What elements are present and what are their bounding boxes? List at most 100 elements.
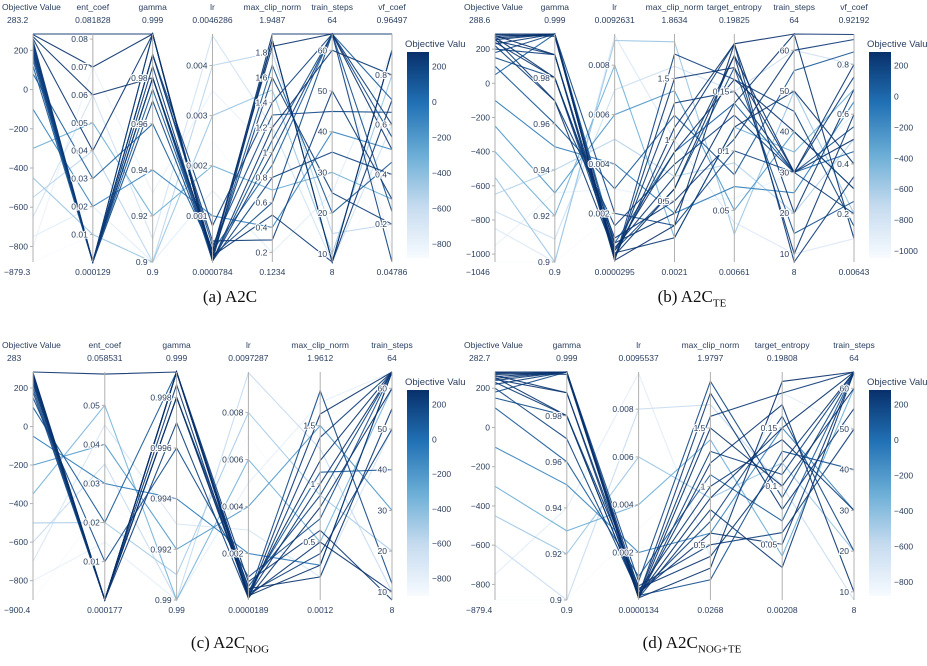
colorbar-tick-label: 0	[432, 97, 437, 107]
axis-tick-label: 0.98	[545, 411, 562, 421]
axis-label: gamma	[162, 340, 191, 350]
axis: lr 0.0097287 0.0000189 0.008 0.006 0.004 0.002	[221, 340, 269, 615]
axis-tick-label: 20	[318, 208, 328, 218]
axis-max-label: 0.0046286	[192, 15, 232, 25]
axis-label: Objective Value	[2, 340, 61, 350]
axis: Objective Value 283.2 −879.3 200 0 −200 −400 −6…	[2, 2, 61, 277]
trial-line	[494, 387, 855, 595]
axis-min-label: 0.0021	[662, 267, 688, 277]
axis-tick-label: 0.5	[658, 196, 670, 206]
axis-tick-label: 0.94	[545, 503, 562, 513]
axis-max-label: 283.2	[7, 15, 29, 25]
axis-tick-label: 0	[485, 78, 490, 88]
parallel-coordinates-chart: Objective Value283−900.42000−200−400−600…	[2, 340, 465, 615]
axis-min-label: 8	[330, 267, 335, 277]
axis-label: max_clip_norm	[244, 2, 302, 12]
axis-tick-label: 200	[476, 44, 490, 54]
axis-tick-label: 0.004	[186, 60, 208, 70]
axis-tick-label: 0.15	[713, 86, 730, 96]
colorbar-tick-label: 0	[432, 434, 437, 444]
colorbar-tick-label: −400	[432, 168, 451, 178]
axis-label: gamma	[553, 340, 582, 350]
colorbar-gradient	[407, 390, 429, 596]
axis-label: ent_coef	[88, 340, 121, 350]
trial-line	[494, 371, 855, 578]
axis-tick-label: 0.9	[550, 595, 562, 605]
chart-panel-d: Objective Value 282.7 −879.4 200 0 −200 −400 −6…	[462, 338, 927, 620]
colorbar-tick-label: −600	[432, 204, 451, 214]
axis: max_clip_norm 1.9797 0.0268 1.5 1 0.5	[682, 340, 740, 615]
axis-max-label: 64	[327, 15, 337, 25]
axis-max-label: 0.0097287	[228, 353, 268, 363]
axis-tick-label: −600	[471, 540, 490, 550]
axis-tick-label: 0.15	[761, 423, 778, 433]
axis-tick-label: 0.1	[718, 146, 730, 156]
axis-tick-label: 0.01	[83, 557, 100, 567]
axis-max-label: 1.8634	[662, 15, 688, 25]
trial-line	[32, 388, 393, 602]
colorbar: Objective Value 200 0 −200 −400 −600 −800 −1000	[867, 39, 927, 258]
colorbar-tick-label: −400	[894, 153, 913, 163]
axis-tick-label: −200	[471, 462, 490, 472]
axis: gamma 0.999 0.99 0.998 0.996 0.994 0.992 0.99	[149, 340, 191, 615]
axis-tick-label: 0.92	[533, 211, 550, 221]
axis-max-label: 0.058531	[87, 353, 123, 363]
axis: train_steps 64 8 60 50 40 30 20 10	[833, 340, 875, 615]
trial-line	[494, 371, 855, 583]
axis-min-label: 0.0000189	[228, 605, 268, 615]
axis-tick-label: 0.5	[303, 537, 315, 547]
axis-tick-label: 30	[378, 505, 388, 515]
axis-tick-label: 0.96	[131, 119, 148, 129]
axis-tick-label: 1.8	[256, 48, 268, 58]
axis-tick-label: −400	[9, 163, 28, 173]
axis: Objective Value 282.7 −879.4 200 0 −200 −400 −6…	[464, 340, 523, 615]
axis-tick-label: 0.05	[761, 539, 778, 549]
axis-tick-label: 0.04	[83, 439, 100, 449]
axis-label: ent_coef	[77, 2, 110, 12]
axis: gamma 0.999 0.9 0.98 0.96 0.94 0.92 0.9	[544, 340, 582, 615]
axis-tick-label: 0.998	[150, 392, 172, 402]
axis-tick-label: −600	[9, 202, 28, 212]
axis-min-label: −879.3	[4, 267, 31, 277]
axis-min-label: 0.9	[561, 605, 573, 615]
axis-min-label: 0.00643	[839, 267, 870, 277]
axis: max_clip_norm 1.9612 0.0012 1.5 1 0.5	[291, 340, 349, 615]
axis-tick-label: 30	[318, 167, 328, 177]
axis-tick-label: 0.006	[612, 452, 634, 462]
trial-line	[494, 378, 855, 592]
axis: gamma 0.999 0.9 0.98 0.96 0.94 0.92 0.9	[532, 2, 570, 277]
axis-tick-label: 0.8	[375, 70, 387, 80]
axis-tick-label: 0	[23, 85, 28, 95]
trial-line	[494, 388, 855, 558]
axis-max-label: 0.19825	[719, 15, 750, 25]
colorbar-tick-label: −200	[894, 471, 913, 481]
colorbar-tick-label: −400	[894, 506, 913, 516]
axis-label: vf_coef	[378, 2, 406, 12]
axis-tick-label: −1000	[466, 249, 490, 259]
axis-min-label: 0.0268	[697, 605, 723, 615]
colorbar-tick-label: −200	[894, 122, 913, 132]
axis-min-label: 0.00208	[767, 605, 798, 615]
axis-min-label: 0.000129	[75, 267, 111, 277]
chart-panel-c: Objective Value 283 −900.4 200 0 −200 −400 −600…	[0, 338, 465, 620]
trial-line	[494, 397, 855, 597]
axis-min-label: 0.000177	[87, 605, 123, 615]
axis-tick-label: 1.2	[256, 123, 268, 133]
axis-tick-label: 50	[318, 86, 328, 96]
colorbar-tick-label: 200	[432, 399, 446, 409]
chart-panel-b: Objective Value 288.6 −1046 200 0 −200 −400 −60…	[462, 0, 927, 282]
axis-label: train_steps	[371, 340, 413, 350]
axis-tick-label: 0.6	[837, 109, 849, 119]
colorbar: Objective Value 200 0 −200 −400 −600 −800	[867, 377, 927, 596]
colorbar-gradient	[869, 52, 891, 258]
axis-min-label: 0.0000784	[192, 267, 232, 277]
colorbar-tick-label: −1000	[894, 246, 918, 256]
axis-tick-label: 0.004	[588, 159, 610, 169]
axis-tick-label: 50	[840, 424, 850, 434]
axis-label: Objective Value	[464, 340, 523, 350]
trial-line	[32, 371, 393, 601]
axis: lr 0.0095537 0.0000134 0.008 0.006 0.004 0.002	[611, 340, 659, 615]
trial-line	[32, 411, 393, 576]
axis-tick-label: 0.4	[375, 169, 387, 179]
axis-label: gamma	[541, 2, 570, 12]
